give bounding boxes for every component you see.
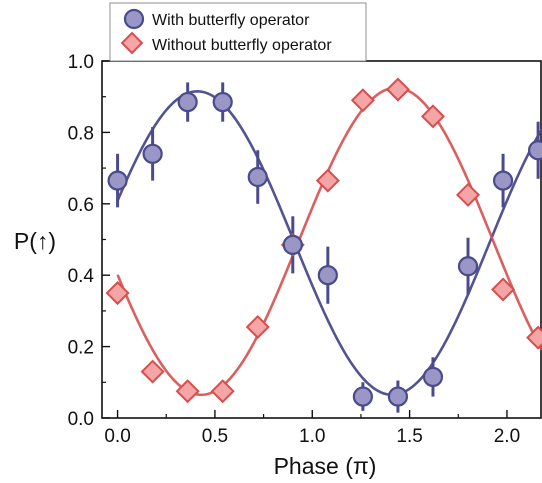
axis-frame [101,60,542,419]
point-without-butterfly [420,104,445,129]
legend-diamond-marker [120,31,144,55]
y-tick-label: 0.8 [68,123,94,144]
y-axis-label: P(↑) [14,228,56,254]
point-with-butterfly [177,91,198,113]
point-with-butterfly [352,386,373,407]
ticks-layer: 0.0 0.5 1.0 1.5 2.0 0.0 0.2 0.4 0.6 0.8 1.0 [68,52,521,447]
legend-label-without: Without butterfly operator [152,37,332,54]
point-with-butterfly [457,256,479,277]
point-without-butterfly [245,314,270,339]
point-with-butterfly [387,386,409,407]
point-without-butterfly [491,277,516,302]
point-with-butterfly [107,170,128,191]
point-without-butterfly [175,379,200,404]
point-with-butterfly [528,140,542,161]
y-tick-label: 0.0 [68,409,94,430]
axis-labels: Phase (π) P(↑) [14,228,376,479]
point-with-butterfly [212,91,233,113]
legend-label-with: With butterfly operator [152,12,310,29]
y-tick-label: 0.2 [68,338,94,359]
error-bars [116,82,540,413]
point-with-butterfly [282,234,303,255]
point-with-butterfly [317,265,338,286]
legend-box [109,2,367,62]
x-tick-label: 1.5 [396,426,422,447]
point-without-butterfly [315,168,340,193]
data-markers [105,77,542,407]
fit-curves [116,86,542,397]
point-without-butterfly [210,379,235,404]
point-without-butterfly [526,325,542,350]
x-tick-label: 1.0 [299,426,325,447]
point-with-butterfly [492,170,514,191]
point-with-butterfly [422,366,444,388]
y-tick-label: 1.0 [68,52,94,73]
fit-curve-without [116,86,542,397]
point-with-butterfly [142,143,163,164]
x-tick-label: 2.0 [494,426,520,447]
plot-frame [101,60,542,419]
point-without-butterfly [385,77,410,102]
point-without-butterfly [140,359,165,384]
y-tick-label: 0.4 [68,266,95,287]
x-tick-label: 0.5 [202,426,228,447]
x-axis-label: Phase (π) [274,453,377,479]
point-without-butterfly [350,88,375,113]
fit-curve-with [116,90,542,397]
legend-circle-marker [123,8,145,30]
y-tick-label: 0.6 [68,195,94,216]
point-with-butterfly [247,166,268,188]
x-tick-label: 0.0 [104,426,130,447]
point-without-butterfly [105,281,130,306]
legend: With butterfly operator Without butterfl… [109,2,367,62]
point-without-butterfly [455,182,481,207]
